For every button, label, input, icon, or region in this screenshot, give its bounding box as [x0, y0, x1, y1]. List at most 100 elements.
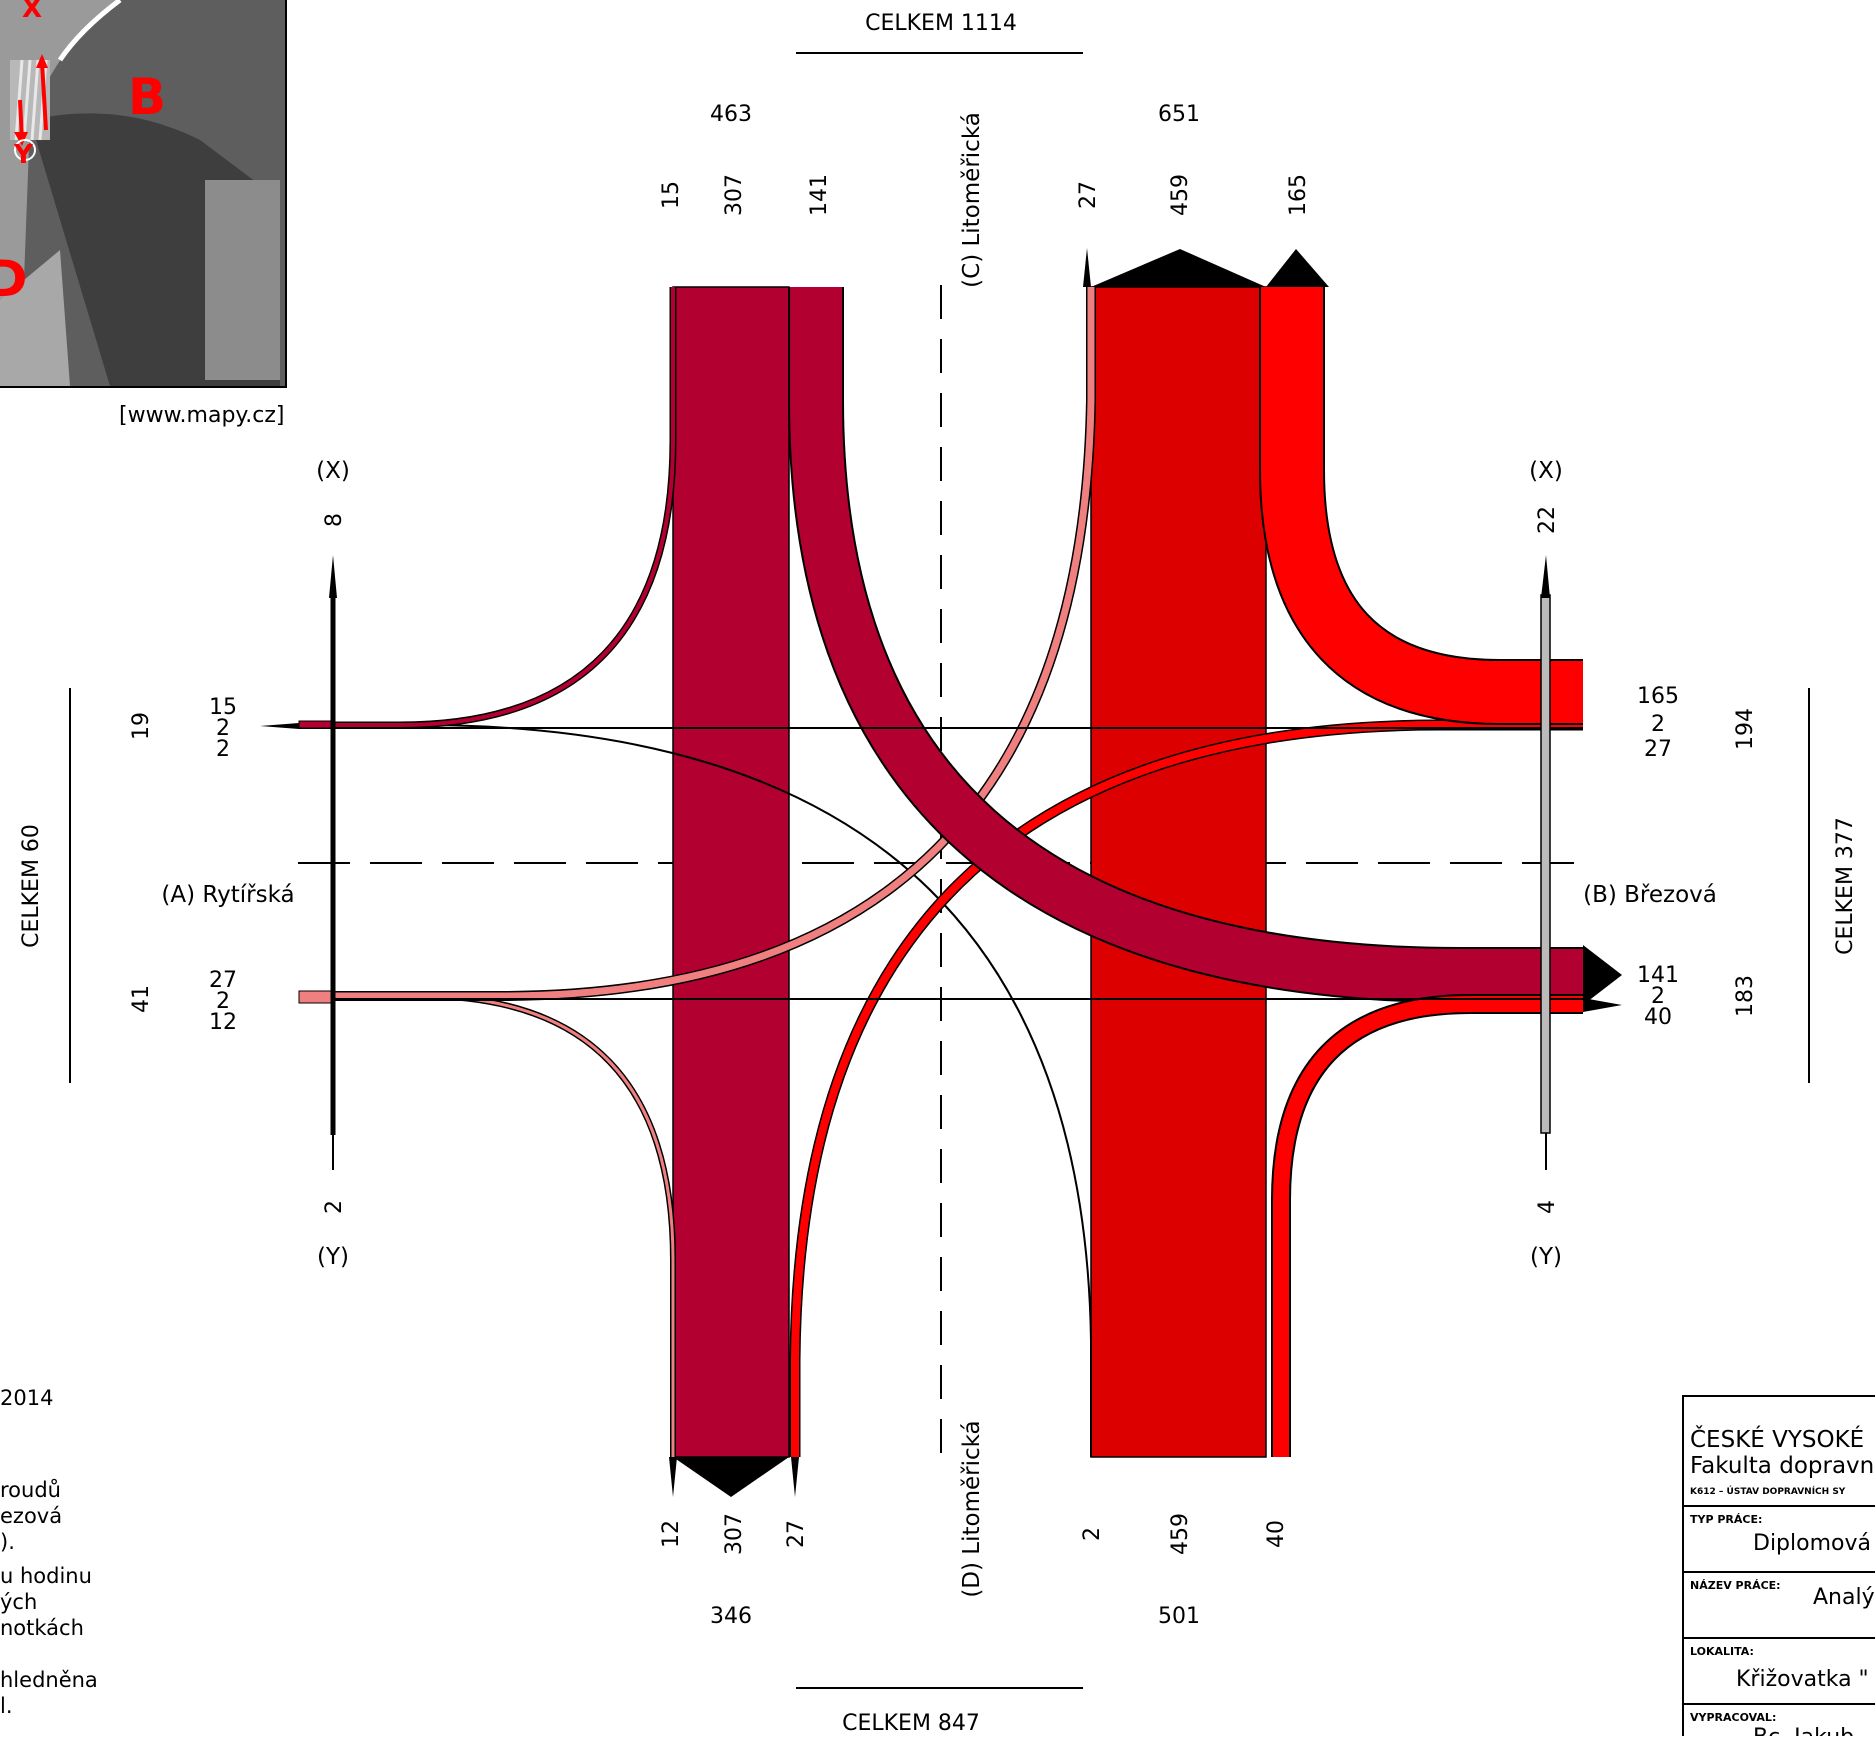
- arrow-d-mid: [673, 1457, 789, 1497]
- arm-c-in-total: 463: [710, 102, 752, 127]
- type-value: Diplomová: [1753, 1531, 1871, 1556]
- flow-c-to-a: [299, 287, 675, 727]
- note-line: u hodinu: [0, 1564, 92, 1588]
- title-block-name: NÁZEV PRÁCE: Analý: [1684, 1573, 1875, 1639]
- arm-c-in-value: 15: [659, 181, 684, 209]
- title-block-location: LOKALITA: Křižovatka ": [1684, 1639, 1875, 1705]
- arm-d-in-value: 459: [1168, 1513, 1193, 1555]
- marker-left-y-value: 2: [322, 1200, 347, 1214]
- flow-c-to-b: [790, 287, 1583, 1001]
- arm-c-in-value: 307: [722, 174, 747, 216]
- map-label-d: D: [0, 250, 28, 308]
- map-label-y: Y: [14, 140, 33, 170]
- street-a-label: (A) Rytířská: [161, 882, 294, 908]
- arm-d-in-total: 501: [1158, 1604, 1200, 1629]
- arm-a-bottom-value: 2: [216, 989, 230, 1014]
- arm-d-out-value: 307: [722, 1513, 747, 1555]
- arm-b-bottom-value: 2: [1651, 984, 1665, 1009]
- marker-right-y-value: 4: [1535, 1200, 1560, 1214]
- note-line: roudů: [0, 1478, 61, 1502]
- arm-c-out-value: 459: [1168, 174, 1193, 216]
- arm-a-top-value: 2: [216, 716, 230, 741]
- flow-c-to-a-outline: [299, 287, 677, 729]
- arm-d-out-value: 27: [784, 1520, 809, 1548]
- arm-a-top-value: 2: [216, 737, 230, 762]
- flow-a-to-d-through: [299, 724, 1092, 1457]
- flow-a-to-c: [299, 287, 1095, 1000]
- arm-d-in-value: 2: [1080, 1527, 1105, 1541]
- arm-a-top-value: 15: [209, 695, 237, 720]
- flow-c-to-d-through: [672, 286, 790, 1458]
- name-label: NÁZEV PRÁCE:: [1690, 1579, 1781, 1592]
- arm-b-bottom-total: 183: [1733, 975, 1758, 1017]
- arm-c-out-value: 27: [1076, 181, 1101, 209]
- arrow-b-top: [1583, 945, 1622, 1005]
- faculty-name: Fakulta dopravn: [1690, 1453, 1875, 1479]
- arm-b-top-value: 165: [1637, 684, 1679, 709]
- total-top-label: CELKEM 1114: [865, 11, 1017, 36]
- title-block-header: ČESKÉ VYSOKÉ Fakulta dopravn K612 – ÚSTA…: [1684, 1397, 1875, 1507]
- author-value: Bc. Jakub: [1753, 1725, 1854, 1736]
- arm-c-out-total: 651: [1158, 102, 1200, 127]
- flow-d-to-c-through: [1090, 286, 1267, 1458]
- marker-right-y: (Y): [1530, 1244, 1562, 1270]
- name-value: Analý: [1813, 1585, 1875, 1610]
- stub-a-top: [298, 720, 334, 729]
- arrow-d-right: [791, 1457, 799, 1497]
- arm-b-bottom-value: 141: [1637, 963, 1679, 988]
- map-label-x: X: [22, 0, 43, 24]
- flow-d-to-b-right: [1273, 996, 1583, 1457]
- aerial-map: X Y B D: [0, 0, 287, 388]
- marker-right-x: (X): [1529, 458, 1563, 484]
- note-line: l.: [0, 1694, 13, 1718]
- arm-d-in-value: 40: [1264, 1520, 1289, 1548]
- note-line: ).: [0, 1530, 15, 1554]
- marker-left-y: (Y): [317, 1244, 349, 1270]
- department-name: K612 – ÚSTAV DOPRAVNÍCH SY: [1690, 1487, 1846, 1497]
- total-right-label: CELKEM 377: [1833, 817, 1858, 955]
- arrow-a-top: [260, 723, 299, 729]
- street-b-label: (B) Březová: [1583, 882, 1717, 908]
- arm-b-top-value: 27: [1644, 737, 1672, 762]
- flow-b-to-c: [1261, 287, 1583, 723]
- marker-left-x: (X): [316, 458, 350, 484]
- marker-right-x-value: 22: [1535, 506, 1560, 534]
- author-label: VYPRACOVAL:: [1690, 1711, 1777, 1724]
- arm-c-in-value: 141: [807, 174, 832, 216]
- map-source-label: [www.mapy.cz]: [119, 403, 285, 428]
- flow-d-to-b-right-outline: [1271, 994, 1583, 1457]
- total-bottom-label: CELKEM 847: [842, 1711, 980, 1734]
- school-name: ČESKÉ VYSOKÉ: [1690, 1427, 1865, 1453]
- arrow-b-bottom: [1583, 998, 1622, 1012]
- stub-a-bottom: [298, 990, 334, 1004]
- arm-a-bottom-value: 12: [209, 1010, 237, 1035]
- pole-b: [1540, 594, 1551, 1134]
- arm-d-out-total: 346: [710, 1604, 752, 1629]
- note-line: 2014: [0, 1386, 54, 1410]
- arm-b-top-value: 2: [1651, 712, 1665, 737]
- note-line: ezová: [0, 1504, 63, 1528]
- pole-a-arrow: [329, 555, 337, 598]
- title-block-type: TYP PRÁCE: Diplomová: [1684, 1507, 1875, 1573]
- title-block-author: VYPRACOVAL: Bc. Jakub: [1684, 1705, 1875, 1736]
- type-label: TYP PRÁCE:: [1690, 1513, 1763, 1526]
- title-block: ČESKÉ VYSOKÉ Fakulta dopravn K612 – ÚSTA…: [1682, 1395, 1875, 1736]
- marker-left-x-value: 8: [322, 513, 347, 527]
- notes-block: 2014 roudů ezová ). u hodinu ých notkách…: [0, 1385, 98, 1719]
- note-line: ých: [0, 1590, 38, 1614]
- map-label-b: B: [128, 68, 167, 126]
- flow-d-to-b: [791, 721, 1583, 1457]
- arrow-c-right: [1266, 249, 1329, 287]
- flow-a-to-d-outline: [299, 993, 676, 1457]
- location-label: LOKALITA:: [1690, 1645, 1754, 1658]
- arrow-c-mid: [1091, 249, 1266, 287]
- arm-c-out-value: 165: [1286, 174, 1311, 216]
- location-value: Křižovatka ": [1736, 1667, 1869, 1692]
- arm-a-bottom-total: 41: [129, 985, 154, 1013]
- street-d-label: (D) Litoměřická: [959, 1420, 985, 1597]
- street-c-label: (C) Litoměřická: [959, 112, 985, 288]
- note-line: notkách: [0, 1616, 84, 1640]
- note-line: hledněna: [0, 1668, 98, 1692]
- arrow-c-left: [1083, 248, 1091, 287]
